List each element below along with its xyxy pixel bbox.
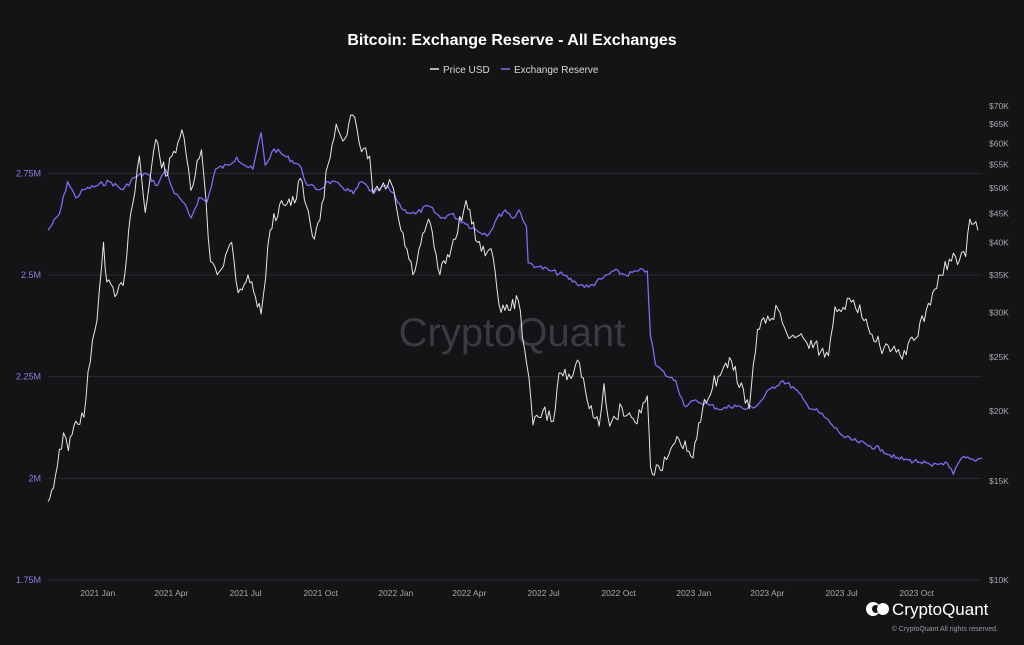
watermark: CryptoQuant xyxy=(399,311,626,355)
copyright-text: © CryptoQuant All rights reserved. xyxy=(892,625,998,633)
x-tick-label: 2021 Jul xyxy=(230,588,262,598)
x-axis: 2021 Jan 2021 Apr 2021 Jul 2021 Oct 2022 Jan… xyxy=(80,588,934,598)
series-layer xyxy=(47,114,983,502)
y-right-tick-label: $50K xyxy=(989,183,1009,193)
x-tick-label: 2022 Jan xyxy=(378,588,413,598)
legend: Price USD Exchange Reserve xyxy=(430,65,599,76)
legend-label-price: Price USD xyxy=(443,65,490,76)
brand-icon xyxy=(866,602,889,616)
x-tick-label: 2023 Oct xyxy=(899,588,934,598)
y-right-tick-label: $65K xyxy=(989,119,1009,129)
y-right-tick-label: $55K xyxy=(989,160,1009,170)
x-tick-label: 2022 Jul xyxy=(528,588,560,598)
x-tick-label: 2023 Apr xyxy=(750,588,784,598)
series-line-exchange-reserve xyxy=(47,132,983,475)
chart-title: Bitcoin: Exchange Reserve - All Exchange… xyxy=(347,32,676,49)
y-left-tick-label: 1.75M xyxy=(16,575,41,585)
y-right-tick-label: $70K xyxy=(989,101,1009,111)
right-axis: $70K $65K $60K $55K $50K $45K $40K $35K $30K $25K… xyxy=(989,101,1009,585)
brand-logo: CryptoQuant © CryptoQuant All rights res… xyxy=(866,600,998,633)
y-right-tick-label: $35K xyxy=(989,270,1009,280)
left-axis: 2.75M 2.5M 2.25M 2M 1.75M xyxy=(16,168,41,585)
x-tick-label: 2021 Oct xyxy=(303,588,338,598)
x-tick-label: 2022 Apr xyxy=(452,588,486,598)
y-right-tick-label: $20K xyxy=(989,406,1009,416)
y-left-tick-label: 2.75M xyxy=(16,168,41,178)
brand-name: CryptoQuant xyxy=(892,600,989,619)
y-left-tick-label: 2.5M xyxy=(21,270,41,280)
x-tick-label: 2023 Jul xyxy=(826,588,858,598)
legend-label-reserve: Exchange Reserve xyxy=(514,65,599,76)
y-right-tick-label: $10K xyxy=(989,575,1009,585)
x-tick-label: 2022 Oct xyxy=(601,588,636,598)
y-left-tick-label: 2.25M xyxy=(16,372,41,382)
series-line-price-usd xyxy=(47,114,979,502)
x-tick-label: 2023 Jan xyxy=(676,588,711,598)
x-tick-label: 2021 Apr xyxy=(154,588,188,598)
y-right-tick-label: $30K xyxy=(989,307,1009,317)
x-tick-label: 2021 Jan xyxy=(80,588,115,598)
y-right-tick-label: $60K xyxy=(989,139,1009,149)
y-right-tick-label: $40K xyxy=(989,237,1009,247)
y-right-tick-label: $25K xyxy=(989,352,1009,362)
y-right-tick-label: $15K xyxy=(989,476,1009,486)
y-right-tick-label: $45K xyxy=(989,209,1009,219)
y-left-tick-label: 2M xyxy=(28,473,41,483)
